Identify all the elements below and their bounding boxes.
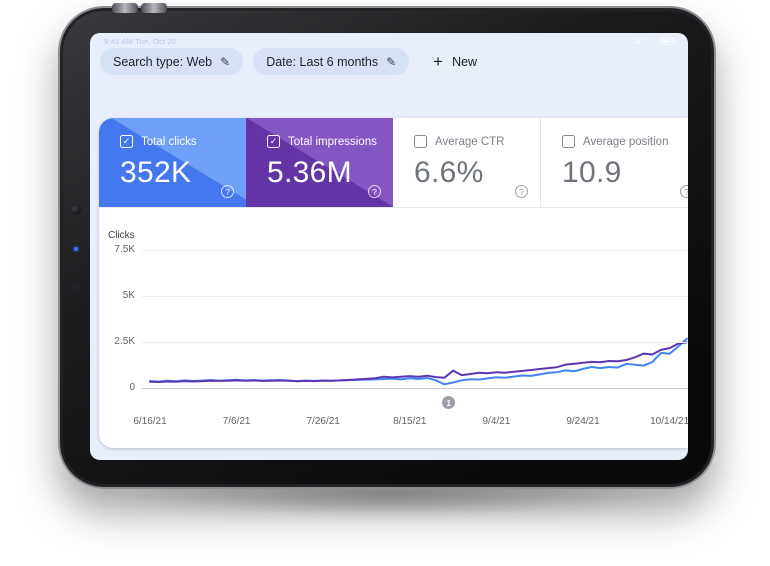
y-axis-tick-label: 5K [122,290,135,301]
front-camera-icon [71,205,81,215]
date-filter-chip[interactable]: Date: Last 6 months ✎ [253,48,410,75]
metric-label: Average CTR [435,135,505,148]
metric-card-total-clicks[interactable]: ✓ Total clicks 352K ? [99,118,246,207]
new-filter-button[interactable]: + New [427,52,483,71]
x-axis-tick-label: 7/26/21 [306,416,340,427]
date-filter-label: Date: Last 6 months [266,54,379,69]
chart-y-axis-title: Clicks [108,230,135,241]
gridline [142,342,688,343]
y-axis-tick-label: 2.5K [114,336,135,347]
series-line [149,341,688,383]
volume-up-button [112,3,138,13]
help-icon[interactable]: ? [680,185,688,198]
checkbox-unchecked-icon[interactable] [562,135,575,148]
x-axis-tick-label: 6/16/21 [133,416,167,427]
gridline [142,296,688,297]
x-axis-tick-label: 9/24/21 [566,416,600,427]
x-axis-tick-label: 7/6/21 [222,416,251,427]
checkbox-unchecked-icon[interactable] [414,135,427,148]
filter-bar: Search type: Web ✎ Date: Last 6 months ✎… [100,48,483,75]
metric-card-total-impressions[interactable]: ✓ Total impressions 5.36M ? [246,118,393,207]
metric-label: Total clicks [141,135,197,148]
x-axis-tick-label: 9/4/21 [482,416,511,427]
y-axis-tick-label: 7.5K [114,244,135,255]
y-axis-tick-label: 0 [129,382,135,393]
sensor-dot-icon [72,263,80,271]
tablet-device: 9:41 AM Tue, Oct 20 Search type: Web ✎ D… [58,3,716,489]
camera-led-icon [74,247,78,251]
screen: 9:41 AM Tue, Oct 20 Search type: Web ✎ D… [90,33,688,460]
wifi-icon [644,35,655,45]
help-icon[interactable]: ? [515,185,528,198]
checkbox-checked-icon[interactable]: ✓ [267,135,280,148]
help-icon[interactable]: ? [368,185,381,198]
new-filter-label: New [452,54,478,69]
metric-card-average-ctr[interactable]: Average CTR 6.6% ? [393,118,540,207]
plus-icon: + [433,52,444,71]
battery-icon [659,37,676,45]
metric-value: 10.9 [562,156,622,189]
checkbox-checked-icon[interactable]: ✓ [120,135,133,148]
metric-cards-row: ✓ Total clicks 352K ? ✓ Total impression… [99,118,688,208]
performance-panel: ✓ Total clicks 352K ? ✓ Total impression… [99,118,688,448]
x-axis-tick-label: 10/14/21 [650,416,688,427]
metric-value: 6.6% [414,156,484,189]
metric-label: Average position [583,135,669,148]
search-type-label: Search type: Web [113,54,213,69]
metric-value: 352K [120,156,192,189]
metric-card-average-position[interactable]: Average position 10.9 ? [540,118,688,207]
help-icon[interactable]: ? [221,185,234,198]
search-type-chip[interactable]: Search type: Web ✎ [100,48,244,75]
edit-icon: ✎ [386,54,397,69]
edit-icon: ✎ [220,54,231,69]
metric-value: 5.36M [267,156,352,189]
x-axis-tick-label: 8/15/21 [393,416,427,427]
gridline [142,250,688,251]
volume-down-button [141,3,167,13]
series-line [149,337,688,386]
signal-icon [631,38,640,44]
status-bar: 9:41 AM Tue, Oct 20 [90,35,688,47]
annotation-marker[interactable]: 1 [442,396,456,409]
sensor-dot-icon [72,283,80,291]
status-time: 9:41 AM Tue, Oct 20 [104,36,177,46]
metric-label: Total impressions [288,135,377,148]
gridline [142,388,688,389]
status-icons [631,35,676,46]
